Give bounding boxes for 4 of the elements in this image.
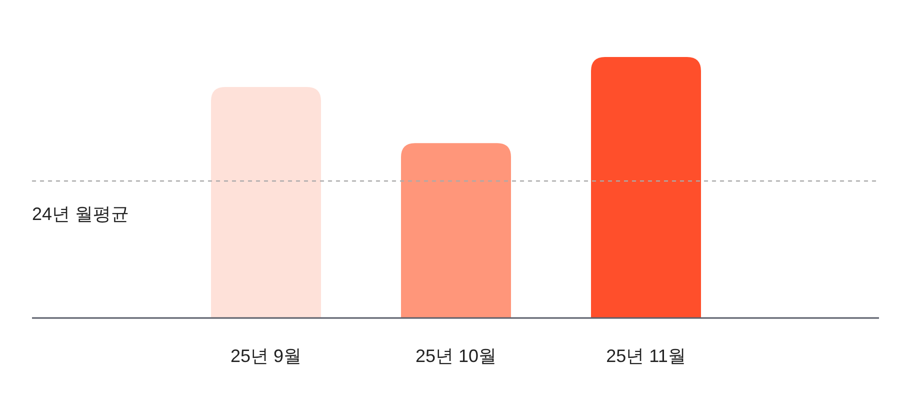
x-tick-label: 25년 10월 bbox=[415, 346, 497, 366]
x-tick-label: 25년 9월 bbox=[230, 346, 302, 366]
ref-line-label: 24년 월평균 bbox=[32, 204, 130, 224]
x-tick-label: 25년 11월 bbox=[606, 346, 686, 366]
